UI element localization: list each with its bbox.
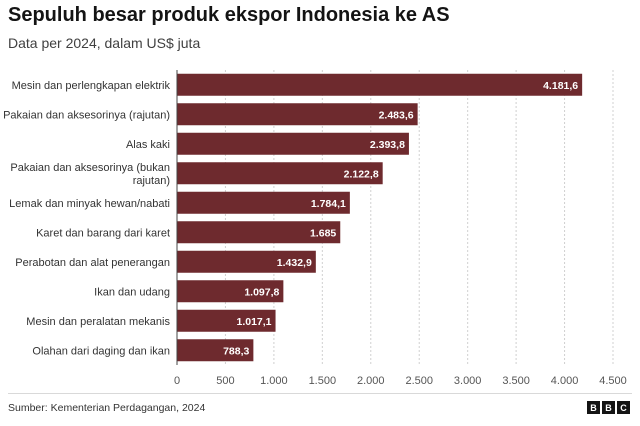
category-label: Karet dan barang dari karet (36, 227, 170, 239)
bar-value-label: 2.483,6 (379, 109, 414, 121)
bar (177, 162, 383, 185)
bar (177, 309, 276, 332)
category-label-line: rajutan) (133, 175, 170, 187)
bar-value-label: 1.685 (310, 227, 336, 239)
category-label: Pakaian dan aksesorinya (bukan rajutan) (10, 162, 170, 187)
x-tick-label: 3.000 (454, 375, 482, 387)
category-label-line: Ikan dan udang (94, 286, 170, 298)
x-tick-label: 4.500 (599, 375, 627, 387)
bar-value-label: 1.432,9 (277, 257, 312, 269)
bbc-logo-letter: C (617, 401, 630, 414)
bar (177, 250, 316, 273)
category-label: Lemak dan minyak hewan/nabati (9, 198, 170, 210)
bbc-logo-letter: B (587, 401, 600, 414)
category-label: Alas kaki (126, 139, 170, 151)
page-subtitle: Data per 2024, dalam US$ juta (8, 35, 201, 51)
bar-value-label: 1.784,1 (311, 198, 346, 210)
x-tick-label: 1.500 (309, 375, 337, 387)
bar-value-label: 1.097,8 (244, 286, 279, 298)
bar (177, 280, 284, 303)
bar-value-label: 1.017,1 (236, 316, 271, 328)
category-label: Mesin dan peralatan mekanis (26, 316, 170, 328)
x-tick-label: 3.500 (502, 375, 530, 387)
bar (177, 103, 418, 126)
bar (177, 339, 254, 362)
category-label: Perabotan dan alat penerangan (15, 257, 170, 269)
category-label-line: Mesin dan perlengkapan elektrik (12, 80, 171, 92)
bar (177, 132, 409, 155)
x-tick-label: 500 (216, 375, 234, 387)
category-label-line: Karet dan barang dari karet (36, 227, 170, 239)
footer-divider (8, 393, 632, 394)
bar-value-label: 2.122,8 (344, 168, 379, 180)
bar (177, 191, 350, 214)
x-tick-label: 1.000 (260, 375, 288, 387)
bar-value-label: 4.181,6 (543, 80, 578, 92)
x-tick-label: 2.500 (405, 375, 433, 387)
category-label: Mesin dan perlengkapan elektrik (12, 80, 171, 92)
bbc-logo-letter: B (602, 401, 615, 414)
bar (177, 221, 341, 244)
x-tick-label: 2.000 (357, 375, 385, 387)
page-title: Sepuluh besar produk ekspor Indonesia ke… (8, 4, 450, 26)
category-label-line: Olahan dari daging dan ikan (32, 345, 170, 357)
bar-value-label: 788,3 (223, 345, 249, 357)
source-note: Sumber: Kementerian Perdagangan, 2024 (8, 402, 206, 414)
category-label: Ikan dan udang (94, 286, 170, 298)
bbc-logo: B B C (587, 401, 630, 414)
category-label-line: Lemak dan minyak hewan/nabati (9, 198, 170, 210)
category-label-line: Mesin dan peralatan mekanis (26, 316, 170, 328)
x-tick-label: 4.000 (551, 375, 579, 387)
bar-value-label: 2.393,8 (370, 139, 405, 151)
category-label: Olahan dari daging dan ikan (32, 345, 170, 357)
category-label-line: Pakaian dan aksesorinya (rajutan) (3, 109, 170, 121)
x-tick-label: 0 (174, 375, 180, 387)
category-label-line: Perabotan dan alat penerangan (15, 257, 170, 269)
category-label-line: Pakaian dan aksesorinya (bukan (10, 162, 170, 174)
category-label: Pakaian dan aksesorinya (rajutan) (3, 109, 170, 121)
bar (177, 73, 583, 96)
category-label-line: Alas kaki (126, 139, 170, 151)
